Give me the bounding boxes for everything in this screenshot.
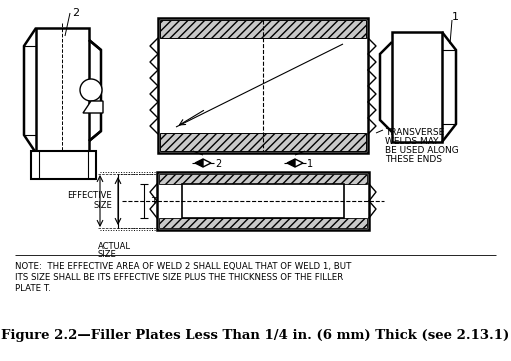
Text: ITS SIZE SHALL BE ITS EFFECTIVE SIZE PLUS THE THICKNESS OF THE FILLER: ITS SIZE SHALL BE ITS EFFECTIVE SIZE PLU… — [15, 273, 343, 282]
Text: TRANSVERSE: TRANSVERSE — [385, 128, 444, 137]
Text: 1: 1 — [452, 12, 459, 22]
Bar — [157, 172, 369, 230]
Text: T: T — [151, 196, 156, 205]
Polygon shape — [83, 101, 103, 113]
Bar — [31, 151, 96, 179]
Text: NOTE:  THE EFFECTIVE AREA OF WELD 2 SHALL EQUAL THAT OF WELD 1, BUT: NOTE: THE EFFECTIVE AREA OF WELD 2 SHALL… — [15, 262, 352, 271]
Text: Figure 2.2—Filler Plates Less Than 1/4 in. (6 mm) Thick (see 2.13.1): Figure 2.2—Filler Plates Less Than 1/4 i… — [1, 329, 509, 342]
Text: 2: 2 — [72, 8, 79, 18]
Bar — [160, 20, 366, 38]
Bar — [392, 32, 442, 142]
Bar — [158, 18, 368, 153]
Bar — [160, 133, 366, 151]
Bar — [182, 184, 344, 218]
Bar — [159, 218, 367, 228]
Text: THESE ENDS: THESE ENDS — [385, 155, 442, 164]
Text: ACTUAL: ACTUAL — [98, 242, 131, 251]
Circle shape — [80, 79, 102, 101]
Text: SIZE: SIZE — [98, 250, 117, 259]
Polygon shape — [203, 159, 211, 167]
Text: 1: 1 — [307, 159, 313, 169]
Text: SIZE: SIZE — [93, 201, 112, 210]
Bar — [159, 174, 367, 184]
Polygon shape — [295, 159, 303, 167]
Text: 2: 2 — [215, 159, 221, 169]
Text: PLATE T.: PLATE T. — [15, 284, 51, 293]
Polygon shape — [195, 159, 203, 167]
Polygon shape — [287, 159, 295, 167]
Text: EFFECTIVE: EFFECTIVE — [67, 191, 112, 200]
Text: BE USED ALONG: BE USED ALONG — [385, 146, 459, 155]
Bar — [36, 28, 89, 153]
Text: WELDS MAY: WELDS MAY — [385, 137, 438, 146]
